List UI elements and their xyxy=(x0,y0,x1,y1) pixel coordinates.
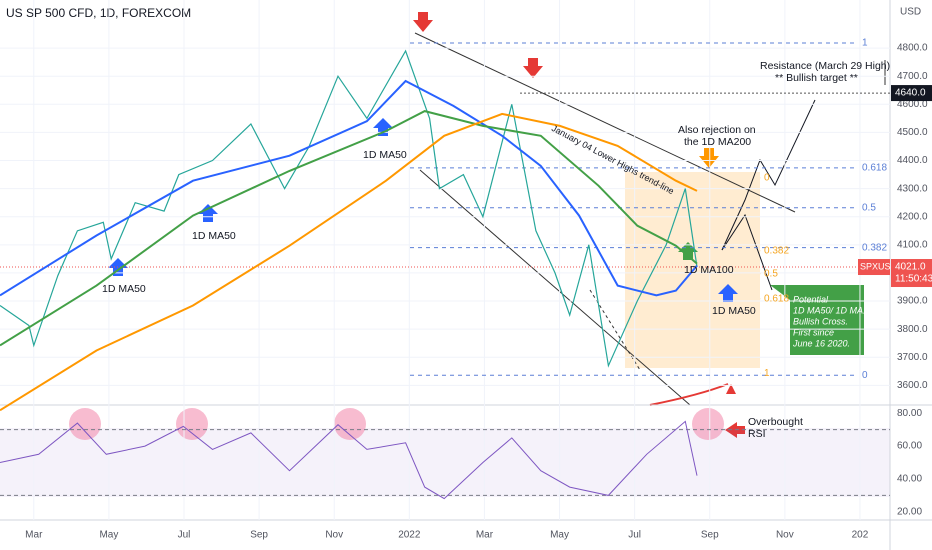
x-tick-label: 2022 xyxy=(398,530,421,541)
fib-label: 1 xyxy=(862,38,868,49)
annotation: 1D MA100 xyxy=(684,264,734,276)
y-tick-label: 4300.0 xyxy=(897,183,928,194)
annotation: Resistance (March 29 High) xyxy=(760,60,890,72)
y-tick-label: 3600.0 xyxy=(897,380,928,391)
arrow xyxy=(198,204,218,222)
rsi-circle xyxy=(692,408,724,440)
rsi-circle xyxy=(176,408,208,440)
fib-label: 0.5 xyxy=(862,202,876,213)
x-tick-label: Jul xyxy=(628,530,641,541)
fib-label: 0.382 xyxy=(862,242,887,253)
channel-line xyxy=(419,169,691,406)
symbol-label: SPXUSD xyxy=(860,261,898,271)
fib-label: 0.5 xyxy=(764,268,778,279)
annotation: RSI xyxy=(748,428,766,440)
y-tick-label: 3900.0 xyxy=(897,296,928,307)
x-tick-label: Mar xyxy=(25,530,43,541)
projection-down xyxy=(721,213,773,291)
annotation: 1D MA50 xyxy=(712,305,756,317)
price-badge xyxy=(891,259,932,288)
annotation: June 16 2020. xyxy=(792,338,850,348)
arrow xyxy=(699,148,719,168)
rsi-tick-label: 40.00 xyxy=(897,474,922,485)
fib-label: 0.618 xyxy=(862,162,887,173)
annotation: the 1D MA200 xyxy=(684,136,751,148)
annotation: First since xyxy=(793,327,834,337)
annotation: Overbought xyxy=(748,416,803,428)
annotation: 1D MA50 xyxy=(192,230,236,242)
symbol-badge xyxy=(858,259,890,276)
rsi-line xyxy=(0,420,698,500)
y-tick-label: 4400.0 xyxy=(897,155,928,166)
x-tick-label: May xyxy=(550,530,569,541)
x-tick-label: Nov xyxy=(776,530,794,541)
y-tick-label: 4600.0 xyxy=(897,99,928,110)
y-tick-label: 3700.0 xyxy=(897,352,928,363)
arrow xyxy=(678,242,698,260)
y-tick-label: 4200.0 xyxy=(897,211,928,222)
fib-label: 1 xyxy=(764,368,770,379)
y-tick-label: 4100.0 xyxy=(897,239,928,250)
dashed-line xyxy=(589,289,641,371)
annotation: 1D MA50 xyxy=(363,149,407,161)
rsi-circle xyxy=(69,408,101,440)
callout xyxy=(770,285,864,355)
y-tick-label: 3800.0 xyxy=(897,324,928,335)
annotation: Bullish Cross. xyxy=(793,316,848,326)
x-tick-label: Jul xyxy=(178,530,191,541)
arrow xyxy=(413,12,433,32)
rsi-divergence xyxy=(649,383,729,406)
moving-average xyxy=(0,112,698,412)
annotation: 1D MA50 xyxy=(102,283,146,295)
fib-label: 0 xyxy=(862,370,868,381)
fib-label: 0 xyxy=(764,173,770,184)
fib-label: 0.382 xyxy=(764,245,789,256)
annotation: Also rejection on xyxy=(678,124,756,136)
x-tick-label: Mar xyxy=(476,530,494,541)
rsi-tick-label: 60.00 xyxy=(897,441,922,452)
price-line xyxy=(0,49,698,368)
x-tick-label: Sep xyxy=(250,530,268,541)
x-tick-label: 202 xyxy=(852,530,869,541)
rsi-tick-label: 20.00 xyxy=(897,506,922,517)
moving-average xyxy=(0,110,698,347)
x-tick-label: Sep xyxy=(701,530,719,541)
annotation: ** Bullish target ** xyxy=(775,72,858,84)
rsi-tick-label: 80.00 xyxy=(897,408,922,419)
trend-line xyxy=(414,32,796,213)
y-tick-label: 4700.0 xyxy=(897,71,928,82)
moving-average xyxy=(0,79,698,297)
y-tick-label: 4800.0 xyxy=(897,43,928,54)
arrow xyxy=(718,284,738,302)
countdown: 11:50:43 xyxy=(895,274,932,285)
arrow xyxy=(726,384,736,394)
last-price-label: 4021.0 xyxy=(895,262,926,273)
annotation: 1D MA50/ 1D MA100 xyxy=(793,305,878,315)
annotation: Potential xyxy=(793,294,829,304)
rsi-circle xyxy=(334,408,366,440)
x-tick-label: May xyxy=(99,530,118,541)
x-tick-label: Nov xyxy=(325,530,343,541)
chart-title: US SP 500 CFD, 1D, FOREXCOM xyxy=(6,6,191,20)
y-axis-label: USD xyxy=(900,7,921,18)
price-badge xyxy=(891,85,932,102)
arrow xyxy=(373,118,393,136)
price-badge-label: 4640.0 xyxy=(895,88,926,99)
y-tick-label: 4500.0 xyxy=(897,127,928,138)
arrow xyxy=(523,58,543,78)
rsi-band xyxy=(0,428,890,497)
fib-label: 0.618 xyxy=(764,293,789,304)
